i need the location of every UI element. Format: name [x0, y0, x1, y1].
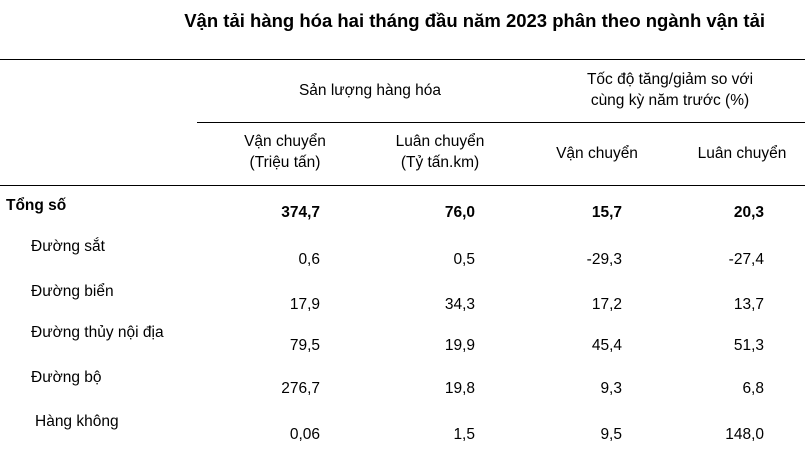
group-rule — [197, 122, 805, 123]
cell-total-col1: 374,7 — [281, 204, 320, 221]
cell-aviation-col4: 148,0 — [725, 426, 764, 443]
header-col-growth-volume: Vận chuyển — [556, 145, 638, 162]
cell-sea-col3: 17,2 — [591, 296, 622, 313]
row-label-road: Đường bộ — [31, 369, 102, 386]
cell-railway-col3: -29,3 — [586, 251, 622, 268]
row-label-railway: Đường sắt — [31, 238, 105, 255]
header-group-growth-line1: Tốc độ tăng/giảm so với — [586, 71, 754, 88]
header-col1-line2: (Triệu tấn) — [249, 154, 321, 171]
cell-inland-waterway-col4: 51,3 — [733, 337, 764, 354]
cell-inland-waterway-col3: 45,4 — [591, 337, 622, 354]
cell-road-col3: 9,3 — [600, 380, 622, 397]
header-group-output: Sản lượng hàng hóa — [298, 82, 442, 99]
cell-road-col4: 6,8 — [742, 380, 764, 397]
header-group-growth-line2: cùng kỳ năm trước (%) — [590, 92, 750, 109]
cell-aviation-col1: 0,06 — [289, 426, 320, 443]
top-rule — [0, 59, 805, 60]
cell-sea-col1: 17,9 — [289, 296, 320, 313]
cell-railway-col1: 0,6 — [298, 251, 320, 268]
header-col2-line1: Luân chuyển — [395, 133, 485, 150]
cell-railway-col2: 0,5 — [453, 251, 475, 268]
cell-road-col1: 276,7 — [281, 380, 320, 397]
cell-sea-col4: 13,7 — [733, 296, 764, 313]
header-col-growth-turnover: Luân chuyển — [697, 145, 787, 162]
cell-total-col2: 76,0 — [444, 204, 475, 221]
cell-inland-waterway-col1: 79,5 — [289, 337, 320, 354]
row-label-inland-waterway: Đường thủy nội địa — [31, 324, 164, 341]
header-group-growth: Tốc độ tăng/giảm so với cùng kỳ năm trướ… — [540, 69, 800, 111]
row-label-total: Tổng số — [6, 197, 67, 214]
cell-sea-col2: 34,3 — [444, 296, 475, 313]
row-label-sea: Đường biển — [31, 283, 114, 300]
cell-aviation-col2: 1,5 — [453, 426, 475, 443]
row-label-aviation: Hàng không — [35, 413, 119, 430]
header-col-transport-turnover: Luân chuyển (Tỷ tấn.km) — [370, 131, 510, 173]
cell-railway-col4: -27,4 — [728, 251, 764, 268]
cell-total-col4: 20,3 — [733, 204, 764, 221]
header-bottom-rule — [0, 185, 805, 186]
header-col1-line1: Vận chuyển — [244, 133, 326, 150]
header-col2-line2: (Tỷ tấn.km) — [400, 154, 480, 171]
cell-road-col2: 19,8 — [444, 380, 475, 397]
table-title: Vận tải hàng hóa hai tháng đầu năm 2023 … — [184, 10, 765, 31]
cell-aviation-col3: 9,5 — [600, 426, 622, 443]
cell-total-col3: 15,7 — [591, 204, 622, 221]
cell-inland-waterway-col2: 19,9 — [444, 337, 475, 354]
header-col-transport-volume: Vận chuyển (Triệu tấn) — [215, 131, 355, 173]
